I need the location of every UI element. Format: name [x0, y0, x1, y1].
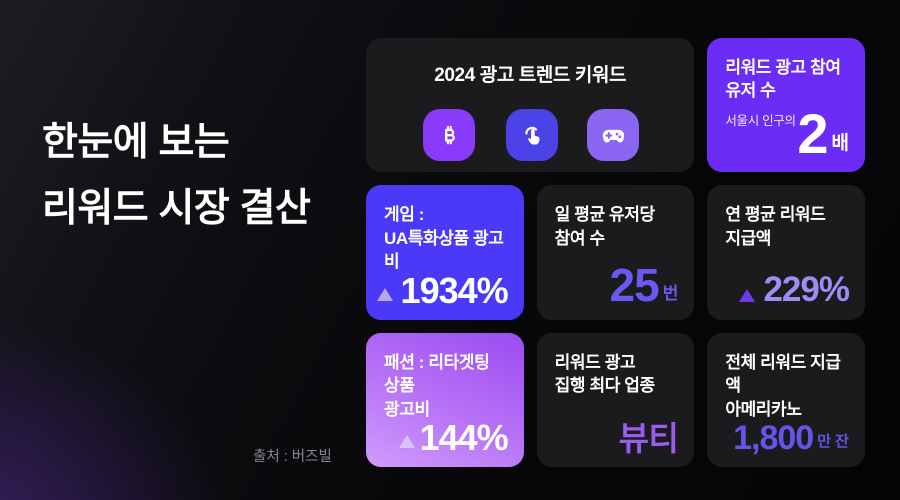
users-value-number: 2	[797, 101, 828, 165]
up-triangle-icon	[398, 434, 415, 448]
industry-value-text: 뷰티	[618, 419, 679, 457]
industry-title-line-2: 집행 최다 업종	[554, 376, 655, 396]
page-title-line-1: 한눈에 보는	[42, 121, 230, 164]
users-value: 2 배	[797, 101, 849, 165]
total-value-number: 1,800	[733, 418, 814, 457]
trend-icon-row: 가상자산 리워드 멀티 미션	[384, 109, 676, 172]
industry-value: 뷰티	[618, 419, 679, 457]
card-top-industry: 리워드 광고 집행 최다 업종 뷰티	[536, 332, 695, 467]
total-title-line-1: 전체 리워드 지급액	[725, 352, 841, 396]
users-title-line-2: 유저 수	[725, 81, 776, 101]
gamepad-icon	[587, 109, 640, 161]
game-title-line-1: 게임 :	[384, 205, 425, 225]
trend-item-gamification: 게이미피케이션	[571, 109, 655, 172]
card-daily-participation: 일 평균 유저당 참여 수 25 번	[536, 185, 695, 320]
up-triangle-icon	[739, 288, 756, 302]
trend-item-multimission: 멀티 미션	[505, 109, 558, 172]
daily-card-title: 일 평균 유저당 참여 수	[555, 203, 677, 250]
card-reward-users: 리워드 광고 참여 유저 수 서울시 인구의 2 배	[707, 38, 865, 173]
users-card-title: 리워드 광고 참여 유저 수	[725, 56, 847, 103]
daily-title-line-1: 일 평균 유저당	[554, 205, 655, 225]
users-title-line-1: 리워드 광고 참여	[725, 58, 841, 77]
tap-icon	[505, 109, 558, 161]
annual-value-number: 229%	[763, 270, 850, 310]
source-credit: 출처 : 버즈빌	[253, 449, 332, 465]
fashion-value: 144%	[398, 416, 509, 458]
annual-title-line-1: 연 평균 리워드	[725, 205, 826, 225]
game-title-line-2: UA특화상품 광고비	[384, 228, 504, 272]
daily-title-line-2: 참여 수	[554, 228, 605, 248]
total-value-unit: 만 잔	[817, 432, 849, 450]
game-card-title: 게임 : UA특화상품 광고비	[384, 203, 506, 273]
up-triangle-icon	[376, 287, 393, 301]
fashion-card-title: 패션 : 리타겟팅 상품 광고비	[384, 351, 506, 421]
card-annual-payout: 연 평균 리워드 지급액 229%	[707, 185, 865, 320]
fashion-title-line-1: 패션 : 리타겟팅 상품	[384, 352, 490, 396]
total-value: 1,800 만 잔	[733, 418, 849, 457]
industry-card-title: 리워드 광고 집행 최다 업종	[555, 351, 677, 398]
industry-title-line-1: 리워드 광고	[554, 352, 636, 372]
trend-item-crypto: 가상자산 리워드	[405, 109, 493, 172]
annual-card-title: 연 평균 리워드 지급액	[725, 203, 847, 250]
total-card-title: 전체 리워드 지급액 아메리카노	[725, 351, 847, 421]
fashion-title-line-2: 광고비	[384, 399, 430, 419]
card-total-payout: 전체 리워드 지급액 아메리카노 1,800 만 잔	[707, 332, 865, 467]
stats-grid: 2024 광고 트렌드 키워드 가상자산 리워드	[366, 38, 865, 467]
daily-value-unit: 번	[662, 283, 679, 303]
card-fashion-retargeting: 패션 : 리타겟팅 상품 광고비 144%	[366, 332, 524, 467]
trend-card-title: 2024 광고 트렌드 키워드	[434, 65, 627, 86]
annual-value: 229%	[739, 270, 850, 310]
daily-value-number: 25	[609, 259, 660, 312]
card-game-ua-adspend: 게임 : UA특화상품 광고비 1934%	[366, 185, 524, 320]
game-value-number: 1934%	[400, 269, 509, 311]
annual-title-line-2: 지급액	[725, 228, 772, 248]
page-title-line-2: 리워드 시장 결산	[42, 186, 311, 230]
total-title-line-2: 아메리카노	[725, 399, 802, 419]
users-value-unit: 배	[831, 133, 849, 155]
bitcoin-icon	[422, 109, 475, 161]
game-value: 1934%	[376, 269, 509, 311]
daily-value: 25 번	[609, 259, 679, 312]
users-card-subtitle: 서울시 인구의	[725, 113, 796, 128]
page-title: 한눈에 보는 리워드 시장 결산	[42, 110, 311, 241]
card-trend-keywords: 2024 광고 트렌드 키워드 가상자산 리워드	[366, 38, 695, 173]
fashion-value-number: 144%	[419, 416, 509, 458]
